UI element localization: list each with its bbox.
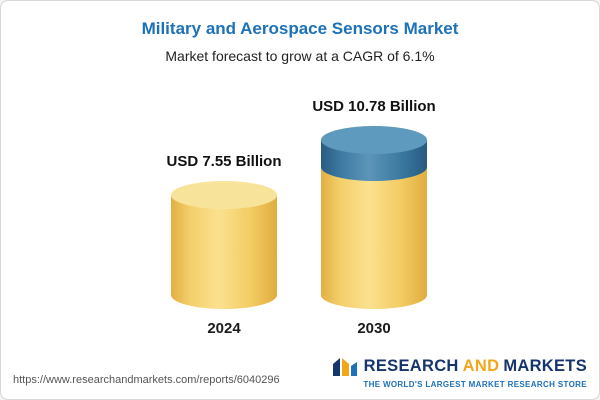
logo: RESEARCH AND MARKETS THE WORLD'S LARGEST M… (332, 355, 587, 389)
chart-subtitle: Market forecast to grow at a CAGR of 6.1… (165, 48, 435, 64)
logo-word-markets: MARKETS (503, 356, 587, 375)
chart-area: USD 7.55 Billion 2024 USD 10.78 Billion … (1, 83, 599, 337)
cylinder-body (171, 195, 277, 309)
cylinder-bar-2030 (321, 126, 427, 309)
cylinder-top-ellipse (171, 181, 277, 209)
logo-tagline: THE WORLD'S LARGEST MARKET RESEARCH STOR… (363, 380, 587, 389)
bar-group-2030: USD 10.78 Billion 2030 (312, 83, 435, 337)
value-label-2030: USD 10.78 Billion (312, 98, 436, 115)
axis-label-2024: 2024 (207, 320, 241, 337)
value-label-2024: USD 7.55 Billion (166, 153, 282, 170)
logo-row: RESEARCH AND MARKETS (332, 355, 587, 377)
chart-title: Military and Aerospace Sensors Market (141, 19, 459, 38)
bar-group-2024: USD 7.55 Billion 2024 (166, 83, 282, 337)
logo-word-research: RESEARCH (363, 356, 459, 375)
footer: https://www.researchandmarkets.com/repor… (13, 355, 587, 390)
source-url: https://www.researchandmarkets.com/repor… (13, 374, 280, 386)
logo-wordmark: RESEARCH AND MARKETS (364, 357, 587, 376)
growth-segment-top-ellipse (321, 126, 427, 154)
cylinder-bar-2024 (171, 181, 277, 309)
axis-label-2030: 2030 (357, 320, 391, 337)
logo-word-and: AND (462, 356, 500, 375)
logo-icon (332, 355, 358, 377)
growth-segment (321, 126, 427, 181)
